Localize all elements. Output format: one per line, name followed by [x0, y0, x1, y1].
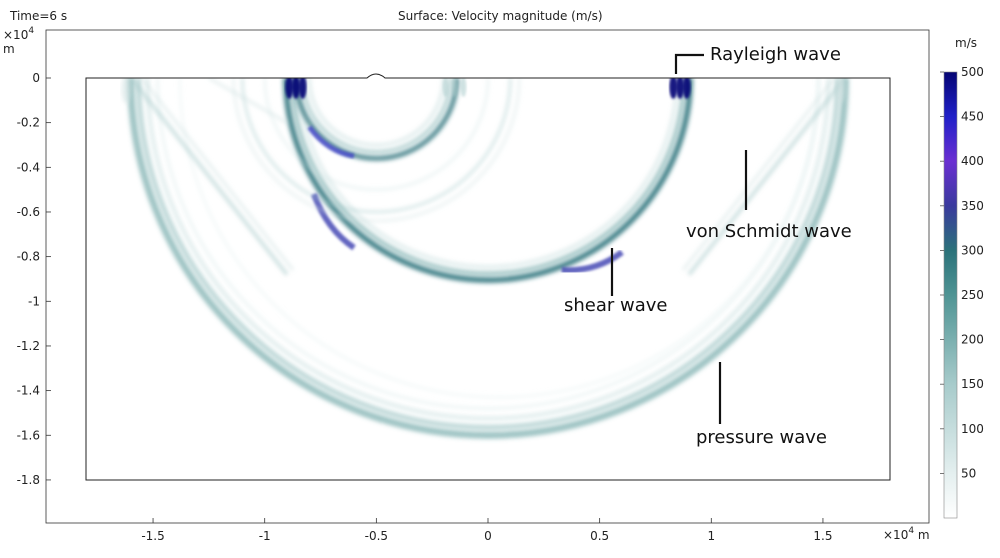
x-tick-label: 1.5 [813, 529, 832, 543]
domain-boundary [85, 73, 891, 481]
y-tick-label: -1.2 [17, 339, 40, 353]
colorbar-tick-label: 150 [961, 377, 984, 391]
colorbar-tick-label: 350 [961, 199, 984, 213]
colorbar-tick-label: 50 [961, 466, 976, 480]
y-tick-label: -1.8 [17, 473, 40, 487]
colorbar-tick-label: 400 [961, 154, 984, 168]
reflection-wavefront [307, 78, 445, 147]
x-tick-label: 0 [484, 529, 492, 543]
reflection-wavefront [231, 78, 521, 223]
colorbar-tick-label: 500 [961, 65, 984, 79]
von-schmidt-wave-label: von Schmidt wave [686, 221, 852, 242]
y-tick-label: -0.8 [17, 250, 40, 264]
y-tick-label: -1 [28, 294, 40, 308]
reflection-wavefront [263, 78, 490, 192]
y-unit-label: m [3, 42, 15, 56]
shear-peak [311, 193, 356, 251]
y-axis: 0 -0.2 -0.4 -0.6 -0.8 -1 -1.2 -1.4 -1.6 -1.8 [17, 71, 51, 487]
shear-wavefront [290, 78, 686, 276]
plot-title: Surface: Velocity magnitude (m/s) [398, 9, 603, 23]
rayleigh-leader [674, 53, 704, 74]
surface-ripple [121, 78, 132, 104]
x-scale-label: ×104 m [883, 526, 930, 542]
rayleigh-wave-peak [682, 78, 691, 99]
von-schmidt-wavefront [681, 78, 836, 271]
reflection-peak [307, 125, 355, 159]
rayleigh-wave-peak [285, 78, 294, 99]
y-tick-label: 0 [32, 71, 40, 85]
rayleigh-wave-peak [298, 78, 307, 99]
colorbar-tick-label: 450 [961, 110, 984, 124]
pressure-wavefront [127, 78, 849, 439]
x-tick-label: 1 [707, 529, 715, 543]
rayleigh-wave-peak [291, 78, 300, 99]
colorbar [943, 71, 958, 519]
colorbar-tick-label: 200 [961, 333, 984, 347]
von-schmidt-wavefront [140, 78, 295, 271]
shear-wavefront [297, 78, 679, 268]
rayleigh-wave-peak [676, 78, 685, 99]
axes-frame [45, 29, 930, 524]
pressure-wave-label: pressure wave [696, 427, 827, 448]
reflection-wavefront [301, 78, 452, 154]
y-tick-label: -0.2 [17, 116, 40, 130]
reflection-wavefront [293, 78, 460, 161]
colorbar-tick-label: 300 [961, 243, 984, 257]
surface-ripple [835, 78, 846, 104]
surface-ripple [442, 78, 449, 97]
y-tick-label: -0.4 [17, 160, 40, 174]
colorbar-tick-label: 100 [961, 422, 984, 436]
colorbar-unit: m/s [955, 36, 977, 50]
pressure-wavefront [136, 78, 840, 430]
von-schmidt-wavefront [208, 78, 288, 124]
y-tick-label: -1.4 [17, 384, 40, 398]
pressure-echo [178, 78, 820, 399]
pressure-wavefront [145, 78, 831, 420]
colorbar-tick-label: 250 [961, 288, 984, 302]
x-tick-label: -0.5 [365, 529, 388, 543]
reflection-wavefront [240, 78, 512, 214]
y-scale-label: ×104 [3, 26, 35, 42]
rayleigh-wave-peak [669, 78, 678, 99]
x-tick-label: 0.5 [590, 529, 609, 543]
y-tick-label: -1.6 [17, 428, 40, 442]
von-schmidt-wavefront [129, 78, 289, 276]
von-schmidt-wavefront [687, 78, 847, 276]
x-tick-label: -1.5 [141, 529, 164, 543]
wave-field [121, 78, 849, 439]
rayleigh-wave-label: Rayleigh wave [710, 44, 841, 65]
y-tick-label: -0.6 [17, 205, 40, 219]
shear-wave-label: shear wave [564, 295, 668, 316]
time-label: Time=6 s [10, 9, 68, 23]
x-tick-label: -1 [259, 529, 271, 543]
surface-ripple [460, 78, 467, 97]
x-axis: -1.5 -1 -0.5 0 0.5 1 1.5 [141, 518, 832, 543]
shear-wavefront [282, 78, 694, 283]
colorbar-ticks: 500 450 400 350 300 250 200 150 100 50 [940, 65, 984, 480]
shear-peak [561, 249, 624, 274]
surface-ripple [451, 78, 458, 97]
